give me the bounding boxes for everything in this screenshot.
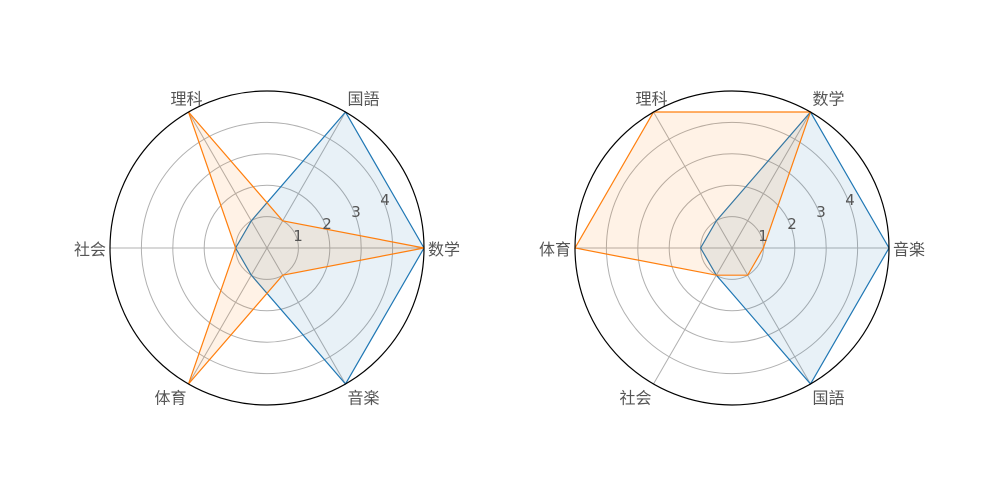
left-axis-label-1: 理科 <box>170 90 202 109</box>
right-axis-label-1: 理科 <box>635 90 667 109</box>
left-spoke-4 <box>266 247 346 385</box>
right-axis-label-2: 体育 <box>539 240 571 259</box>
left-tick-label-2: 2 <box>322 215 332 233</box>
right-tick-label-3: 3 <box>816 203 826 221</box>
right-spoke-4 <box>731 247 811 385</box>
right-spoke-1 <box>653 111 733 249</box>
right-tick-label-1: 1 <box>758 227 768 245</box>
right-axis-label-4: 国語 <box>813 388 845 407</box>
right-tick-label-2: 2 <box>787 215 797 233</box>
left-tick-label-4: 4 <box>380 191 390 209</box>
right-outer-frame <box>574 90 890 406</box>
right-axis-label-0: 数学 <box>813 90 845 109</box>
left-outer-frame <box>109 90 425 406</box>
right-spoke-0 <box>731 111 811 249</box>
left-spoke-3 <box>188 247 268 385</box>
left-axis-label-2: 社会 <box>74 240 106 259</box>
left-tick-label-1: 1 <box>293 227 303 245</box>
left-axis-label-0: 国語 <box>348 90 380 109</box>
left-axis-label-3: 体育 <box>154 388 186 407</box>
left-spoke-1 <box>188 111 268 249</box>
right-tick-label-4: 4 <box>845 191 855 209</box>
left-spoke-0 <box>266 111 346 249</box>
right-spoke-3 <box>653 247 733 385</box>
right-axis-label-5: 音楽 <box>893 240 925 259</box>
left-axis-label-5: 数学 <box>428 240 460 259</box>
right-axis-label-3: 社会 <box>619 388 651 407</box>
left-tick-label-3: 3 <box>351 203 361 221</box>
left-axis-label-4: 音楽 <box>348 388 380 407</box>
